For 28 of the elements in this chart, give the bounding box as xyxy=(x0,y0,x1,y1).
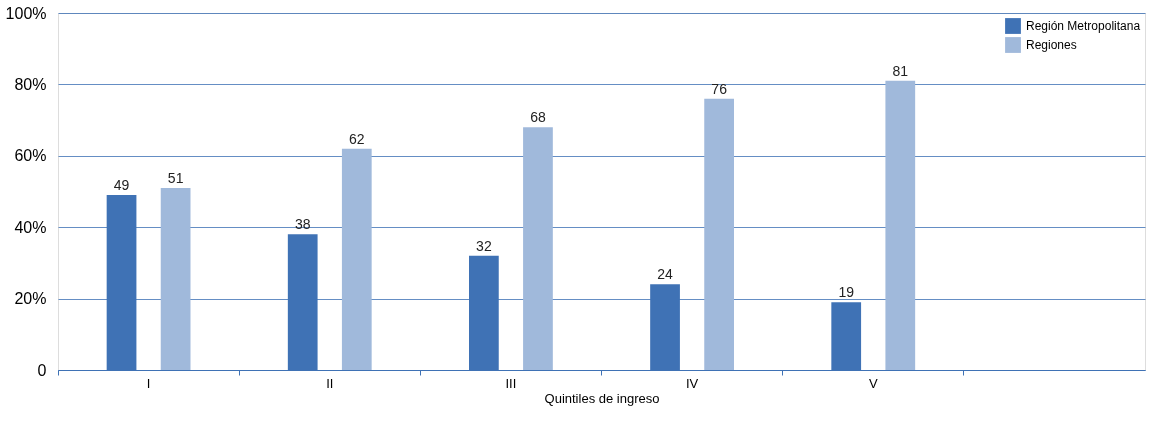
data-label: 68 xyxy=(530,109,546,126)
x-tick-label: I xyxy=(146,375,151,391)
data-label: 19 xyxy=(838,284,855,301)
data-label: 49 xyxy=(113,177,130,194)
bar xyxy=(341,148,372,370)
legend-label: Regiones xyxy=(1026,38,1077,52)
x-tick-label: II xyxy=(326,375,334,391)
y-tick-label: 0 xyxy=(37,361,47,379)
data-label: 76 xyxy=(711,80,728,97)
x-axis-title: Quintiles de ingreso xyxy=(544,390,660,406)
y-tick-label: 80% xyxy=(14,75,47,93)
y-tick-label: 100% xyxy=(5,4,47,22)
x-tick-label: V xyxy=(868,375,878,391)
bar xyxy=(885,80,916,370)
bar xyxy=(704,98,734,370)
y-tick-label: 40% xyxy=(14,218,47,236)
x-tick-label: III xyxy=(505,375,517,391)
y-tick-label: 60% xyxy=(14,147,47,165)
data-label: 24 xyxy=(657,266,674,283)
data-label: 51 xyxy=(167,169,184,186)
x-tick-label: IV xyxy=(685,375,699,391)
data-label: 32 xyxy=(476,237,492,254)
bar xyxy=(160,187,191,370)
bar xyxy=(523,127,553,370)
data-label: 81 xyxy=(892,62,909,79)
data-label: 62 xyxy=(349,130,365,147)
y-tick-label: 20% xyxy=(14,290,47,308)
legend-label: Región Metropolitana xyxy=(1026,19,1141,33)
